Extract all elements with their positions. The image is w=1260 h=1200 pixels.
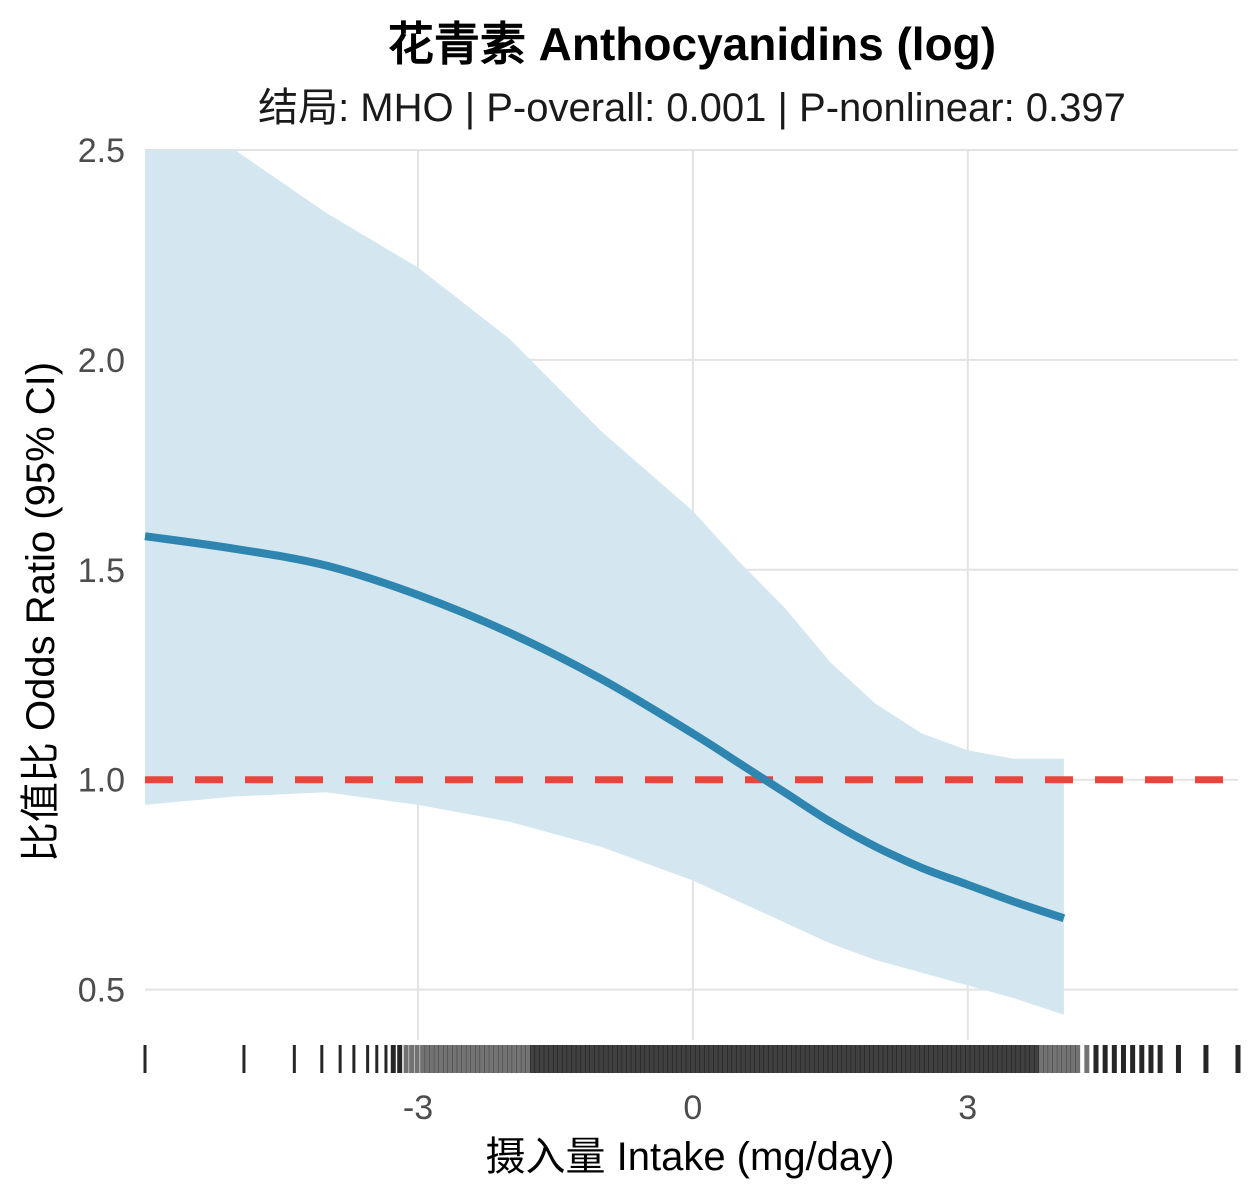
confidence-band [145,150,1064,1015]
y-tick-label: 1.5 [78,552,125,590]
odds-ratio-line [144,532,1066,923]
chart-title: 花青素 Anthocyanidins (log) [388,18,996,70]
x-tick-label: 0 [683,1089,702,1127]
rug-marks [143,1045,1241,1073]
y-tick-label: 0.5 [78,972,125,1010]
confidence-band-layer [145,150,1064,1015]
x-axis-ticks: -3 0 3 [403,1089,977,1127]
y-axis-ticks: 0.5 1.0 1.5 2.0 2.5 [78,132,125,1010]
x-axis-label: 摄入量 Intake (mg/day) [485,1135,894,1179]
chart-subtitle: 结局: MHO | P-overall: 0.001 | P-nonlinear… [258,86,1126,130]
x-tick-label: 3 [958,1089,977,1127]
y-axis-label: 比值比 Odds Ratio (95% CI) [19,362,63,862]
odds-ratio-line-layer [144,532,1066,923]
x-tick-label: -3 [403,1089,433,1127]
y-tick-label: 1.0 [78,762,125,800]
y-tick-label: 2.0 [78,342,125,380]
y-tick-label: 2.5 [78,132,125,170]
